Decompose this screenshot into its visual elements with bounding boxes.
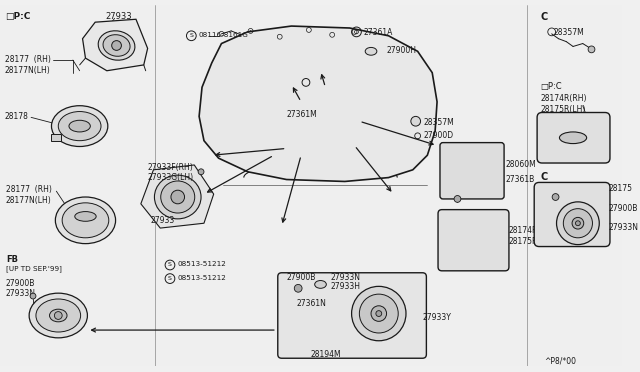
Text: 27933N: 27933N xyxy=(330,273,360,282)
Text: S: S xyxy=(168,276,172,281)
FancyBboxPatch shape xyxy=(537,112,610,163)
Polygon shape xyxy=(141,165,214,228)
Text: 27900B: 27900B xyxy=(287,273,316,282)
Text: S: S xyxy=(189,33,193,38)
Ellipse shape xyxy=(161,181,195,213)
Circle shape xyxy=(552,193,559,201)
Text: 08513-51212: 08513-51212 xyxy=(178,275,227,281)
Ellipse shape xyxy=(56,197,116,244)
Text: 28175R(LH): 28175R(LH) xyxy=(540,105,586,114)
Ellipse shape xyxy=(75,212,96,221)
Text: □P:C: □P:C xyxy=(540,82,562,92)
Ellipse shape xyxy=(51,106,108,147)
Text: 27933Y: 27933Y xyxy=(422,312,451,321)
FancyBboxPatch shape xyxy=(534,182,610,247)
Text: C: C xyxy=(540,13,547,22)
Text: 27933: 27933 xyxy=(105,13,132,22)
Ellipse shape xyxy=(103,35,130,56)
Ellipse shape xyxy=(49,309,67,322)
Text: 27361M: 27361M xyxy=(287,110,317,119)
Text: 28175R(LH): 28175R(LH) xyxy=(509,237,554,246)
Ellipse shape xyxy=(365,48,377,55)
Circle shape xyxy=(294,285,302,292)
Circle shape xyxy=(454,196,461,202)
Text: [UP TD SEP.'99]: [UP TD SEP.'99] xyxy=(6,265,61,272)
Ellipse shape xyxy=(98,31,135,60)
Text: 28060M: 28060M xyxy=(505,160,536,169)
Text: □P:C: □P:C xyxy=(5,13,30,22)
Circle shape xyxy=(376,311,381,317)
Text: 27933: 27933 xyxy=(150,217,175,225)
Text: 27900B: 27900B xyxy=(6,279,35,288)
Text: C: C xyxy=(540,172,547,182)
Bar xyxy=(51,134,61,141)
Text: 28357M: 28357M xyxy=(554,28,584,37)
Ellipse shape xyxy=(154,175,201,219)
Text: 08116-8161G: 08116-8161G xyxy=(198,32,248,38)
Text: 27933G(LH): 27933G(LH) xyxy=(148,173,194,182)
FancyBboxPatch shape xyxy=(438,210,509,271)
Ellipse shape xyxy=(62,203,109,238)
Ellipse shape xyxy=(29,293,88,338)
Ellipse shape xyxy=(315,280,326,288)
Text: 28357M: 28357M xyxy=(424,118,454,127)
Circle shape xyxy=(557,202,599,245)
Text: 28177N(LH): 28177N(LH) xyxy=(6,196,52,205)
Text: 28194M: 28194M xyxy=(311,350,341,359)
Text: 28177  (RH): 28177 (RH) xyxy=(6,185,52,194)
Text: 28177N(LH): 28177N(LH) xyxy=(5,66,51,75)
Text: 27361A: 27361A xyxy=(364,28,392,37)
Circle shape xyxy=(351,286,406,341)
Circle shape xyxy=(30,293,36,299)
Text: 28174R(RH): 28174R(RH) xyxy=(509,226,556,235)
Circle shape xyxy=(54,312,62,320)
Text: 27933F(RH): 27933F(RH) xyxy=(148,163,193,172)
Text: FB: FB xyxy=(6,255,18,264)
Circle shape xyxy=(572,217,584,229)
Text: 27933H: 27933H xyxy=(330,282,360,292)
Circle shape xyxy=(171,190,184,204)
Text: 27361N: 27361N xyxy=(296,299,326,308)
Circle shape xyxy=(588,46,595,53)
Text: 27933N: 27933N xyxy=(609,223,639,232)
Text: 28175: 28175 xyxy=(609,185,633,193)
Circle shape xyxy=(411,116,420,126)
Text: 27933N: 27933N xyxy=(6,289,36,298)
Circle shape xyxy=(112,41,122,50)
Circle shape xyxy=(575,221,580,226)
Text: 27361B: 27361B xyxy=(505,175,534,184)
Text: 28178: 28178 xyxy=(5,112,29,121)
FancyBboxPatch shape xyxy=(440,142,504,199)
Ellipse shape xyxy=(58,112,101,141)
Circle shape xyxy=(371,306,387,321)
Text: 28177  (RH): 28177 (RH) xyxy=(5,55,51,64)
Text: 27900D: 27900D xyxy=(424,131,454,140)
Circle shape xyxy=(563,209,593,238)
Ellipse shape xyxy=(36,299,81,332)
Text: ^P8/*00: ^P8/*00 xyxy=(544,356,576,365)
Text: 27900H: 27900H xyxy=(387,46,417,55)
Text: 28174R(RH): 28174R(RH) xyxy=(540,94,586,103)
Ellipse shape xyxy=(69,120,90,132)
Polygon shape xyxy=(199,26,437,182)
Circle shape xyxy=(198,169,204,175)
Text: 27900B: 27900B xyxy=(609,204,638,213)
Text: 08513-51212: 08513-51212 xyxy=(178,261,227,267)
Ellipse shape xyxy=(559,132,587,144)
Polygon shape xyxy=(83,19,148,71)
FancyBboxPatch shape xyxy=(278,273,426,358)
Text: S: S xyxy=(168,263,172,267)
Circle shape xyxy=(360,294,398,333)
